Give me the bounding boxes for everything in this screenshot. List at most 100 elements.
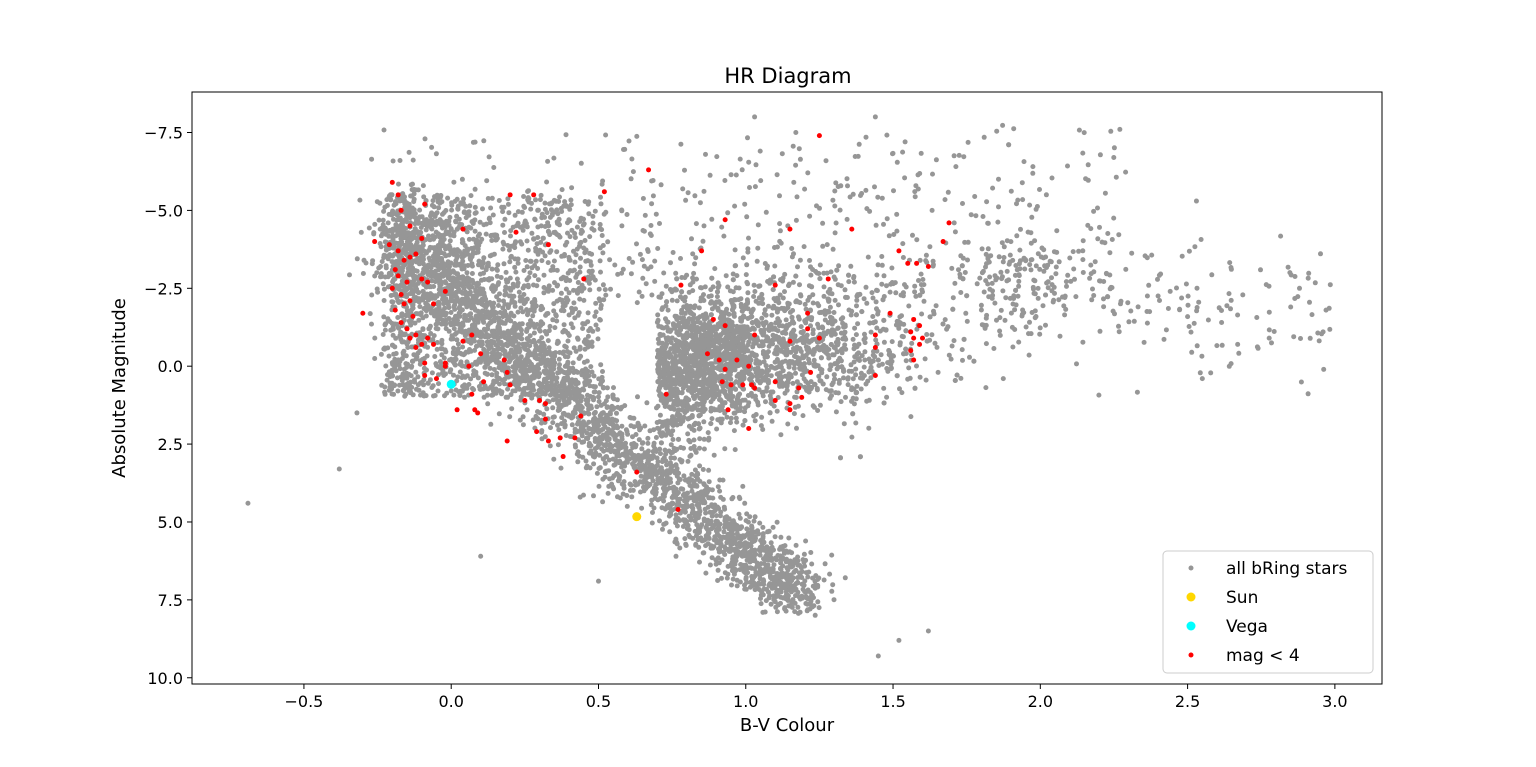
data-point: [644, 481, 650, 486]
data-point: [452, 291, 458, 297]
data-point: [455, 374, 461, 380]
data-point: [619, 423, 625, 429]
data-point: [657, 412, 663, 418]
data-point: [674, 470, 680, 476]
data-point: [715, 578, 721, 583]
data-point: [432, 354, 438, 359]
data-point: [661, 498, 667, 504]
data-point: [726, 548, 732, 554]
data-point: [380, 332, 386, 337]
data-point: [639, 479, 644, 485]
data-point: [490, 381, 496, 387]
data-point: [868, 329, 874, 335]
data-point: [780, 595, 786, 601]
data-point: [539, 335, 545, 341]
data-point: [531, 387, 537, 393]
data-point: [747, 557, 752, 563]
data-point: [518, 354, 524, 360]
data-point: [695, 530, 701, 536]
data-point: [680, 486, 686, 492]
data-point: [713, 561, 719, 567]
data-point: [522, 391, 528, 397]
data-point: [435, 251, 441, 257]
data-point: [458, 289, 464, 295]
data-point: [600, 476, 606, 482]
data-point: [459, 375, 465, 381]
data-point: [436, 299, 441, 305]
data-point: [778, 566, 784, 572]
data-point: [563, 344, 569, 350]
data-point: [829, 588, 835, 594]
data-point: [688, 517, 694, 523]
data-point: [532, 263, 538, 268]
data-point: [387, 252, 393, 258]
data-point: [547, 323, 553, 329]
data-point: [749, 525, 755, 531]
data-point: [657, 467, 663, 473]
data-point: [470, 324, 476, 330]
data-point: [610, 475, 615, 481]
data-point: [682, 519, 688, 525]
data-point: [374, 286, 380, 292]
data-point: [573, 348, 579, 354]
data-point: [585, 339, 591, 345]
data-point: [582, 346, 588, 352]
data-point: [513, 353, 519, 359]
data-point: [483, 231, 489, 237]
data-point: [591, 493, 596, 499]
data-point: [563, 433, 569, 438]
data-point: [448, 388, 454, 394]
data-point: [441, 373, 447, 378]
data-point: [508, 311, 514, 317]
data-point: [670, 486, 676, 492]
data-point: [528, 318, 533, 324]
data-point: [559, 415, 565, 421]
data-point: [576, 453, 582, 459]
data-point: [402, 273, 408, 279]
data-point: [577, 264, 583, 270]
data-point: [566, 387, 572, 393]
data-point: [402, 385, 408, 391]
data-point: [752, 514, 758, 520]
data-point: [423, 227, 429, 233]
data-point: [405, 310, 411, 316]
data-point: [802, 578, 808, 584]
data-point: [457, 328, 463, 334]
data-point: [750, 583, 755, 589]
data-point: [377, 241, 383, 246]
data-point: [697, 463, 703, 469]
data-point: [372, 356, 378, 361]
data-point: [738, 540, 744, 546]
data-point: [560, 378, 566, 384]
data-point: [588, 364, 594, 370]
data-point: [445, 195, 451, 201]
data-point: [524, 328, 530, 334]
data-point: [451, 345, 457, 351]
data-point: [552, 325, 558, 331]
data-point: [744, 511, 750, 517]
data-point: [567, 392, 573, 398]
data-point: [413, 259, 419, 265]
data-point: [633, 432, 639, 437]
data-point: [558, 465, 564, 471]
data-point: [621, 479, 627, 485]
data-point: [588, 405, 593, 411]
data-point: [699, 489, 705, 495]
data-point: [417, 348, 423, 354]
data-point: [528, 322, 534, 328]
data-point: [391, 216, 396, 222]
data-point: [640, 440, 646, 446]
data-point: [709, 416, 715, 422]
data-point: [439, 223, 445, 229]
data-point: [584, 379, 590, 385]
data-point: [667, 510, 673, 516]
data-point: [502, 308, 508, 314]
data-point: [463, 215, 469, 221]
data-point: [689, 503, 695, 508]
data-point: [755, 528, 761, 534]
data-point: [500, 239, 506, 245]
data-point: [662, 447, 668, 453]
data-point: [683, 543, 689, 548]
data-point: [565, 354, 571, 360]
data-point: [772, 575, 778, 581]
